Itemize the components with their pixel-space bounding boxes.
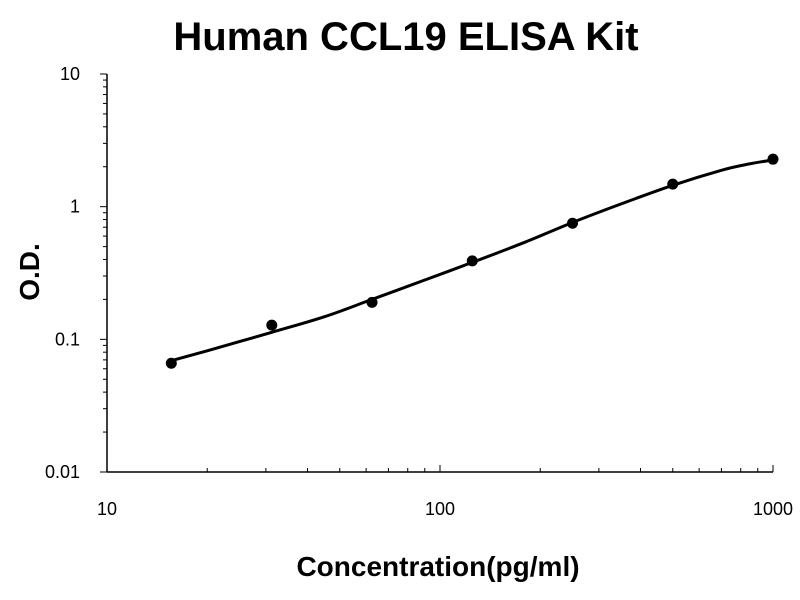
- series-layer: [165, 153, 779, 369]
- y-axis-tick-labels: 0.01 0.1 1 10: [45, 64, 80, 482]
- x-axis-title: Concentration(pg/ml): [296, 551, 579, 582]
- data-point: [567, 217, 579, 229]
- y-tick-label: 0.01: [45, 462, 80, 482]
- data-point: [266, 319, 278, 331]
- x-axis-tick-labels: 10 100 1000: [97, 499, 793, 519]
- x-tick-label: 100: [425, 499, 455, 519]
- y-tick-label: 10: [60, 64, 80, 84]
- data-point: [767, 153, 779, 165]
- y-axis-title: O.D.: [14, 243, 45, 301]
- data-point: [165, 357, 177, 369]
- data-point: [667, 178, 679, 190]
- x-axis-ticks: [106, 465, 774, 472]
- chart-title: Human CCL19 ELISA Kit: [173, 15, 638, 59]
- x-tick-label: 10: [97, 499, 117, 519]
- y-axis-ticks: [100, 73, 107, 473]
- fitted-curve-line: [169, 158, 775, 363]
- plot-area: 0.01 0.1 1 10 10 100 1000: [45, 64, 793, 519]
- data-point: [366, 296, 378, 308]
- x-tick-label: 1000: [753, 499, 793, 519]
- data-point: [466, 255, 478, 267]
- y-tick-label: 0.1: [55, 329, 80, 349]
- y-tick-label: 1: [70, 197, 80, 217]
